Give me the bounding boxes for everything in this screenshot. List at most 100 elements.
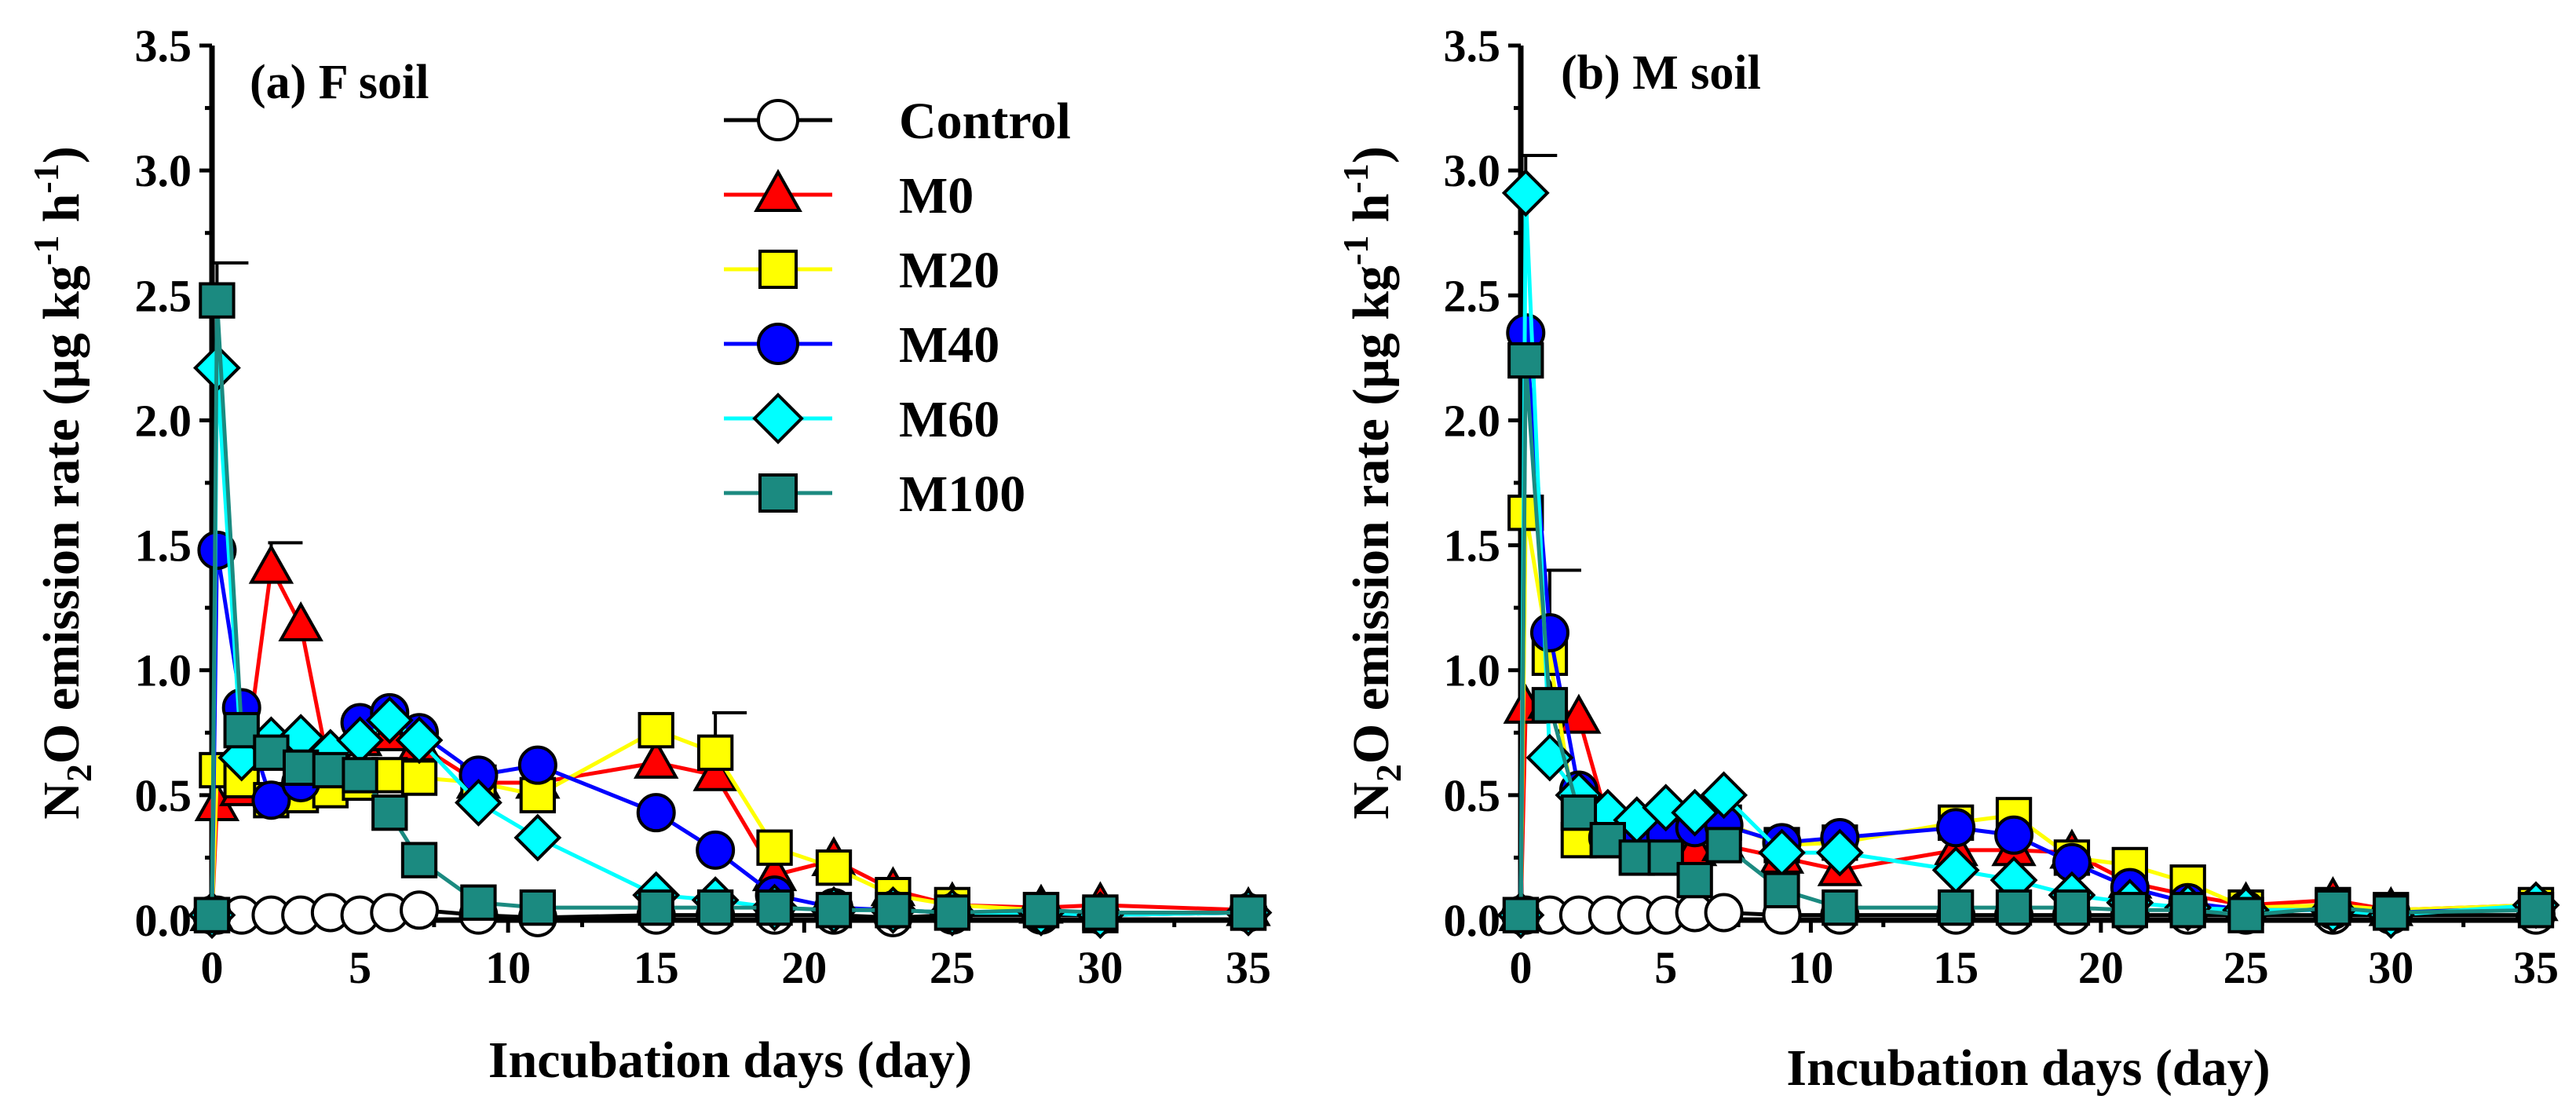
panel-a-point-m20 [638, 711, 674, 749]
panel-b-x-tick-label: 35 [2513, 942, 2559, 993]
panel-a-y-tick-label: 1.0 [135, 645, 192, 696]
panel-b-y-tick-label: 1.0 [1444, 645, 1501, 696]
panel-b-point-m100 [1705, 827, 1742, 864]
panel-b-point-m100 [2373, 894, 2410, 931]
panel-a-point-m40 [251, 780, 291, 820]
panel-b-series-m100 [1502, 342, 2555, 933]
panel-b-y-tick-label: 0.0 [1444, 895, 1501, 946]
panel-b-point-m100 [2111, 892, 2148, 929]
panel-b-point-m100 [2227, 897, 2264, 933]
panel-b-x-tick-label: 20 [2078, 942, 2124, 993]
panel-a-point-m100 [756, 889, 793, 926]
panel-b-y-tick-label: 2.0 [1444, 395, 1501, 446]
panel-b-point-m100 [1676, 861, 1713, 899]
panel-a-point-m60 [365, 696, 414, 744]
panel-a-point-m100 [223, 711, 260, 749]
panel-b-point-m60 [1501, 169, 1550, 217]
panel-a-y-tick-label: 1.5 [135, 520, 192, 572]
panel-a-y-axis-label-part: -1 [26, 236, 66, 265]
legend-label: M60 [899, 391, 999, 448]
panel-b-point-m40 [1936, 808, 1976, 848]
panel-b-point-m100 [2315, 889, 2351, 926]
legend-marker [754, 169, 802, 212]
panel-b-x-tick-label: 30 [2368, 942, 2413, 993]
legend-marker [758, 473, 798, 513]
panel-a-point-m100 [1230, 894, 1267, 931]
panel-a-y-tick-label: 0.0 [135, 895, 192, 946]
panel-a-y-tick-label: 2.0 [135, 395, 192, 446]
panel-b-y-axis-label-part: O emission rate (μg kg [1343, 265, 1400, 764]
panel-b-y-axis-label-part: 2 [1368, 764, 1409, 782]
panel-a-point-m0 [278, 601, 323, 641]
panel-a-x-tick-label: 35 [1226, 942, 1271, 993]
panel-b-y-axis-label: N2O emission rate (μg kg-1 h-1) [1336, 146, 1409, 820]
legend-label: M20 [899, 242, 999, 299]
legend-label: Control [899, 93, 1071, 150]
panel-a-series-m100 [193, 282, 1267, 933]
legend-item-m40: M40 [724, 316, 999, 374]
panel-b-title: (b) M soil [1561, 46, 1761, 100]
panel-a-point-m20 [696, 734, 734, 771]
panel-a-x-tick-label: 5 [349, 942, 371, 993]
panel-a-x-axis-label: Incubation days (day) [488, 1032, 972, 1089]
panel-a-point-m100 [193, 897, 231, 933]
legend-marker [757, 99, 799, 141]
panel-a-y-axis-label-part: -1 [26, 163, 66, 193]
legend-marker [752, 393, 804, 444]
panel-a-point-m100 [875, 892, 912, 929]
legend-marker [758, 250, 798, 289]
panel-b-point-m100 [2517, 892, 2555, 929]
panel-a-y-axis-label-part: 2 [59, 764, 99, 782]
panel-a-point-m100 [934, 894, 971, 931]
panel-a-series-line-m60 [210, 367, 1249, 918]
panel-b-point-m40 [1529, 612, 1569, 652]
panel-a-point-m100 [1022, 892, 1060, 929]
panel-b-point-m60 [1526, 733, 1574, 782]
panel-b-x-tick-label: 15 [1933, 942, 1979, 993]
panel-a-y-axis-label-part: O emission rate (μg kg [33, 265, 90, 764]
panel-b-point-m100 [2169, 892, 2206, 929]
panel-a-point-m20 [815, 849, 853, 886]
panel-b-y-axis-label-part: -1 [1336, 236, 1376, 265]
panel-b-point-m100 [2053, 889, 2091, 926]
panel-b-point-m60 [1671, 788, 1719, 837]
legend-label: M40 [899, 316, 999, 374]
panel-a-point-m60 [395, 716, 444, 765]
panel-a-x-tick-label: 30 [1077, 942, 1123, 993]
panel-b-y-axis-label-part: ) [1343, 146, 1400, 163]
panel-b-point-m100 [1531, 687, 1569, 724]
legend-label: M100 [899, 466, 1025, 523]
panel-b-point-m60 [1642, 783, 1690, 832]
legend-marker [757, 323, 799, 365]
panel-b-x-tick-label: 5 [1654, 942, 1677, 993]
panel-a-series-line-m100 [210, 300, 1248, 915]
panel-b-y-tick-label: 2.5 [1444, 270, 1501, 321]
panel-b-point-m100 [1507, 342, 1544, 379]
panel-a-error-bars [214, 261, 747, 776]
panel-a-y-tick-label: 2.5 [135, 270, 192, 321]
panel-a-point-m0 [633, 738, 679, 779]
panel-b-y-tick-label: 3.0 [1444, 145, 1501, 196]
panel-a-y-tick-label: 0.5 [135, 770, 192, 821]
panel-b-y-axis-label-part: h [1343, 194, 1400, 236]
panel-b-x-tick-label: 10 [1788, 942, 1833, 993]
panel-a-point-m60 [513, 813, 562, 862]
panel-a-point-m100 [519, 889, 557, 926]
panel-b-y-axis-label-part: -1 [1336, 163, 1376, 193]
panel-b-chart: (b) M soil 0.0 0.5 1.0 1.5 2.0 2.5 3.0 3.5 0 5 10 1… [1336, 20, 2560, 1097]
panel-a-y-axis-label-part: ) [33, 146, 90, 163]
panel-a-point-m100 [638, 889, 674, 926]
panel-b-point-m40 [1994, 815, 2034, 855]
panel-b-x-axis-label: Incubation days (day) [1786, 1039, 2270, 1097]
panel-a-y-tick-label: 3.0 [135, 145, 192, 196]
panel-b-point-control [1704, 893, 1744, 933]
panel-b-y-tick-label: 3.5 [1444, 20, 1501, 71]
panel-a-chart: (a) F soil 0.0 0.5 1.0 1.5 2.0 2.5 3.0 3.5 0 5 10 1… [26, 20, 1273, 1089]
panel-a-point-m100 [815, 892, 853, 929]
legend-item-m60: M60 [724, 391, 999, 448]
panel-a-point-m100 [460, 884, 497, 921]
panel-b-x-tick-label: 25 [2223, 942, 2269, 993]
panel-a-point-m100 [696, 889, 734, 926]
panel-b-point-m60 [1815, 828, 1864, 877]
panel-b-point-m100 [1995, 889, 2033, 926]
